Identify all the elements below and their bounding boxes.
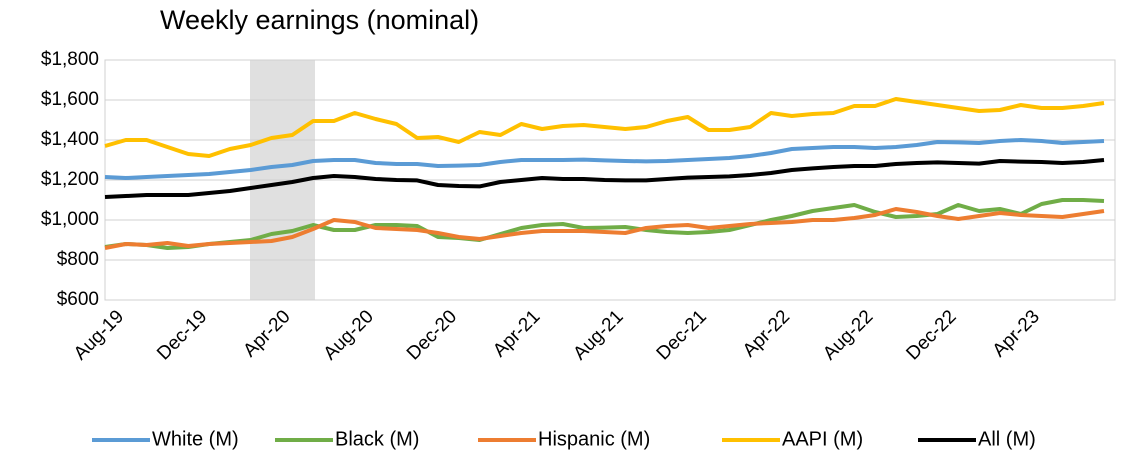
x-tick-label: Dec-20	[403, 306, 461, 364]
y-tick-label: $1,800	[41, 49, 99, 70]
x-tick-label: Aug-21	[569, 306, 627, 364]
y-tick-label: $600	[57, 289, 99, 310]
y-tick-label: $800	[57, 249, 99, 270]
x-tick-label: Dec-19	[153, 306, 211, 364]
x-tick-label: Aug-20	[320, 306, 378, 364]
x-tick-label: Aug-19	[70, 306, 128, 364]
y-tick-label: $1,000	[41, 209, 99, 230]
x-tick-label: Dec-22	[902, 306, 960, 364]
y-tick-label: $1,600	[41, 89, 99, 110]
y-tick-label: $1,400	[41, 129, 99, 150]
x-tick-label: Apr-23	[989, 306, 1044, 361]
legend-label: White (M)	[152, 428, 239, 450]
x-tick-label: Apr-22	[739, 306, 794, 361]
chart-title: Weekly earnings (nominal)	[160, 5, 479, 35]
legend-label: Black (M)	[335, 428, 419, 450]
series-line	[104, 138, 1105, 180]
series-line	[104, 158, 1105, 199]
x-tick-label: Aug-22	[819, 306, 877, 364]
legend-label: All (M)	[978, 428, 1036, 450]
legend-label: Hispanic (M)	[538, 428, 650, 450]
plot-border	[104, 59, 1116, 301]
series-line	[104, 207, 1105, 250]
x-tick-label: Apr-21	[489, 306, 544, 361]
series-line	[104, 97, 1105, 158]
y-tick-label: $1,200	[41, 169, 99, 190]
legend-label: AAPI (M)	[782, 428, 863, 450]
x-tick-label: Dec-21	[653, 306, 711, 364]
x-tick-label: Apr-20	[239, 306, 294, 361]
